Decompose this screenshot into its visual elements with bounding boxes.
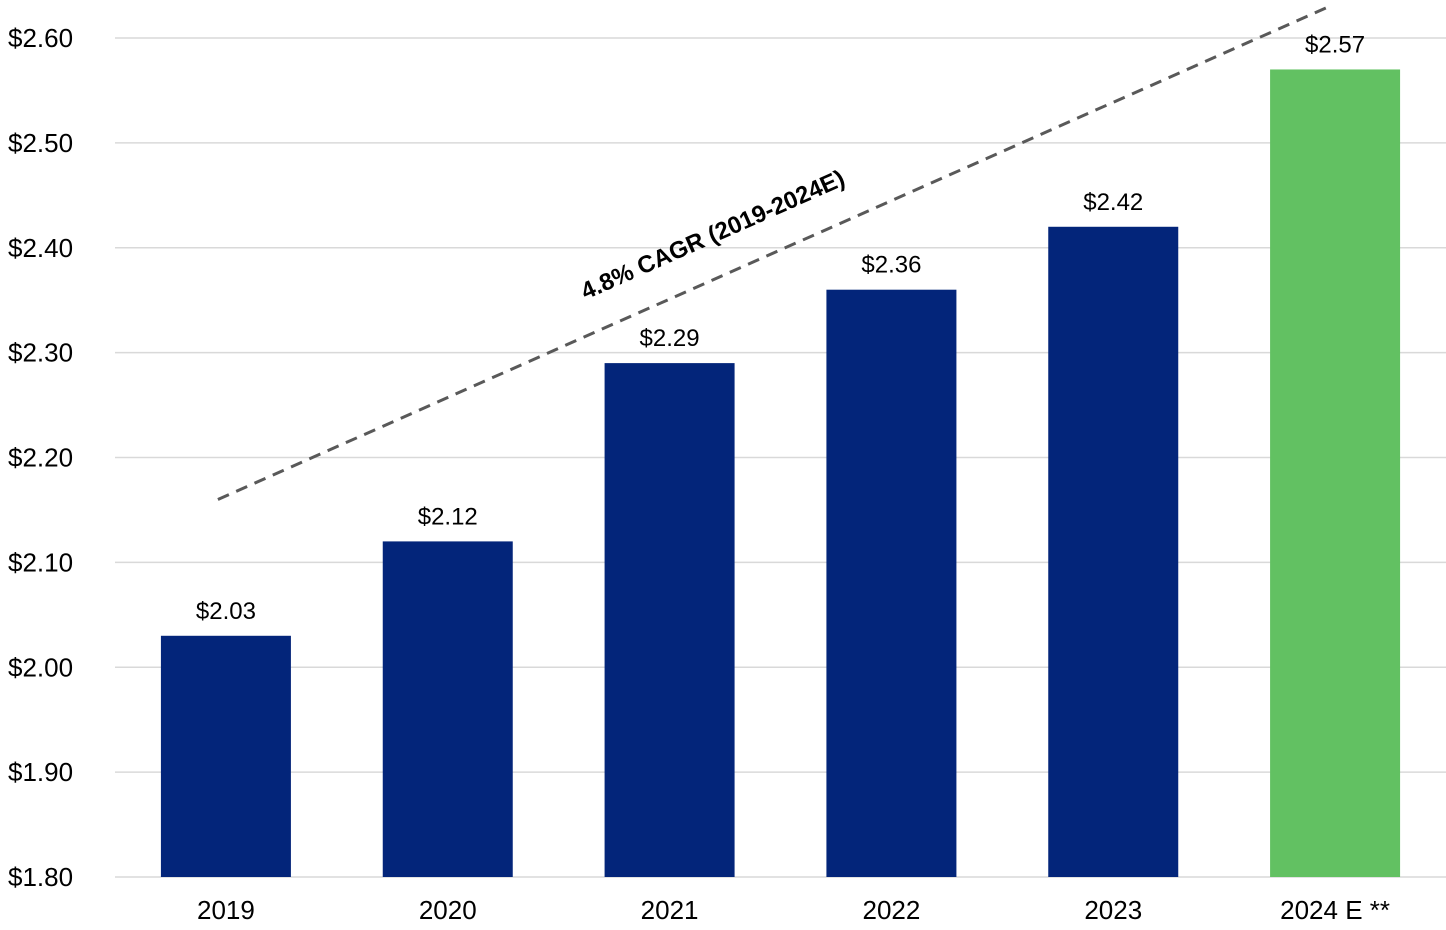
x-axis-tick-labels: 2019 2020 2021 2022 2023 2024 E ** (197, 895, 1390, 925)
y-tick-label: $2.10 (8, 547, 73, 577)
y-tick-label: $2.50 (8, 128, 73, 158)
gridlines (115, 37, 1446, 878)
data-label: $2.12 (418, 503, 478, 530)
bar-2024-e (1270, 69, 1401, 877)
bar-2019 (160, 635, 291, 877)
y-tick-label: $1.80 (8, 862, 73, 892)
cagr-annotation: 4.8% CAGR (2019-2024E) (577, 165, 849, 305)
data-label: $2.03 (196, 598, 256, 625)
data-label: $2.29 (640, 325, 700, 352)
y-tick-label: $2.60 (8, 23, 73, 53)
bar-2021 (604, 363, 735, 877)
data-label: $2.57 (1305, 31, 1365, 58)
y-tick-label: $2.40 (8, 233, 73, 263)
cagr-trend-line (217, 5, 1330, 501)
y-axis-tick-labels: $1.80 $1.90 $2.00 $2.10 $2.20 $2.30 $2.40 $2.50… (8, 23, 73, 892)
x-tick-label: 2020 (419, 895, 477, 925)
bars (160, 69, 1401, 877)
bar-2022 (826, 289, 957, 877)
x-tick-label: 2021 (641, 895, 699, 925)
bar-2020 (382, 541, 513, 877)
x-tick-label: 2022 (862, 895, 920, 925)
y-tick-label: $2.00 (8, 652, 73, 682)
y-tick-label: $2.20 (8, 443, 73, 473)
x-tick-label: 2023 (1084, 895, 1142, 925)
bar-2023 (1048, 226, 1179, 877)
y-tick-label: $2.30 (8, 338, 73, 368)
data-label: $2.42 (1083, 189, 1143, 216)
data-labels: $2.03 $2.12 $2.29 $2.36 $2.42 $2.57 (196, 31, 1365, 624)
y-tick-label: $1.90 (8, 757, 73, 787)
x-tick-label: 2024 E ** (1280, 895, 1390, 925)
x-tick-label: 2019 (197, 895, 255, 925)
data-label: $2.36 (861, 252, 921, 279)
